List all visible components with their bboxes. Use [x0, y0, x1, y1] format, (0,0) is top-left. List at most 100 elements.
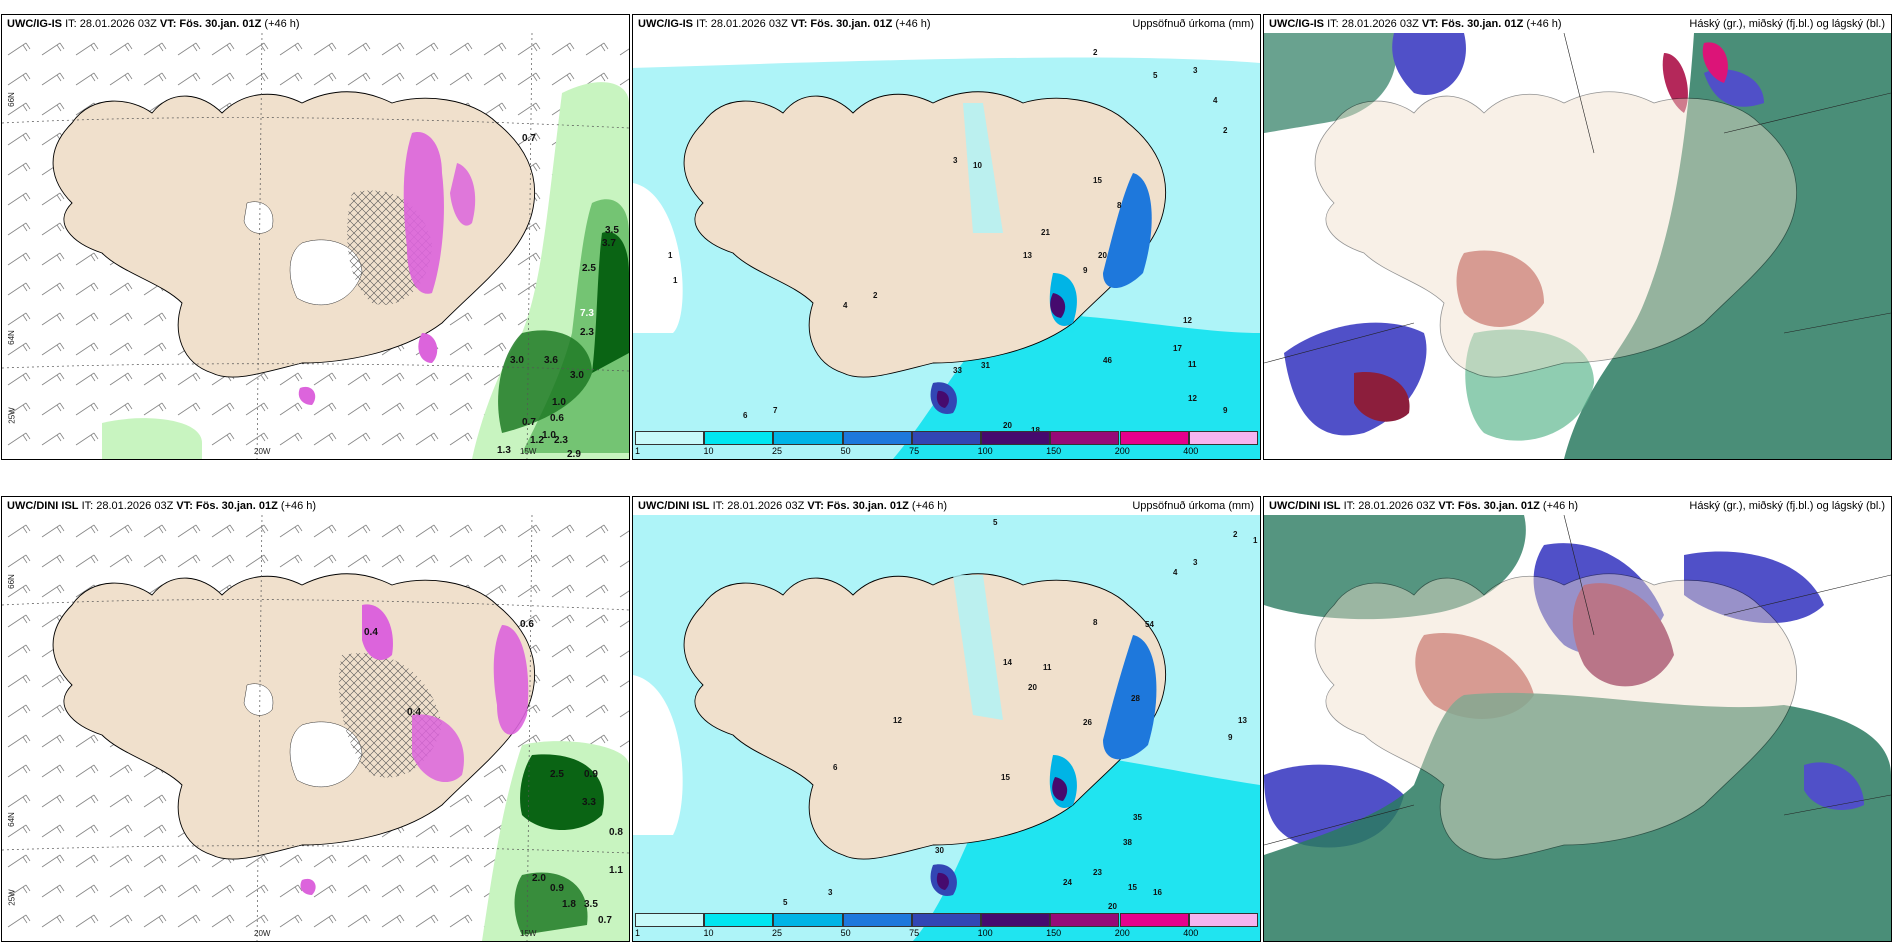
model-name: UWC/DINI ISL [7, 500, 79, 512]
lon-label: 15W [520, 447, 537, 456]
wind-map: 0.7 3.5 3.7 2.5 7.3 2.3 3.0 3.6 3.0 1.0 … [2, 33, 629, 459]
precip-value: 12 [1183, 316, 1192, 325]
precip-value: 20 [1108, 902, 1117, 911]
panel-wind-ig: UWC/IG-IS IT: 28.01.2026 03Z VT: Fös. 30… [1, 14, 630, 460]
wind-map-svg: 0.6 0.4 0.4 2.5 0.9 3.3 0.8 1.1 2.0 0.9 … [2, 515, 629, 941]
precip-value: 5 [1153, 71, 1158, 80]
colorbar-swatch [981, 913, 1051, 927]
precip-map-svg: 5 2 1 3 4 8 14 11 20 26 28 54 12 15 35 3… [633, 515, 1260, 941]
colorbar-tick: 10 [703, 446, 714, 456]
precip-value: 28 [1131, 694, 1140, 703]
lead-time: (+46 h) [1526, 18, 1562, 30]
colorbar-tick: 75 [909, 928, 920, 938]
lon-label: 15W [520, 929, 537, 938]
colorbar-swatch [635, 431, 705, 445]
precip-value: 35 [1133, 813, 1142, 822]
colorbar-swatch [1119, 431, 1189, 445]
colorbar-tick: 75 [909, 446, 920, 456]
precip-value: 8 [1117, 201, 1122, 210]
precip-value: 3 [1193, 66, 1198, 75]
precip-value: 14 [1003, 658, 1012, 667]
precip-map: 5 2 1 3 4 8 14 11 20 26 28 54 12 15 35 3… [633, 515, 1260, 941]
colorbar-swatch [704, 913, 774, 927]
wind-value: 3.6 [544, 355, 558, 366]
lat-label: 66N [6, 574, 16, 589]
colorbar-tick: 400 [1183, 446, 1199, 456]
precip-value: 1 [673, 276, 678, 285]
wind-value: 2.5 [550, 769, 564, 780]
init-time: IT: 28.01.2026 03Z [696, 18, 788, 30]
panel-header: UWC/IG-IS IT: 28.01.2026 03Z VT: Fös. 30… [2, 15, 629, 33]
wind-value: 0.6 [550, 413, 564, 424]
precip-value: 11 [1188, 360, 1197, 369]
panel-title: Háský (gr.), miðský (fj.bl.) og lágský (… [1689, 18, 1885, 30]
colorbar-swatch [1050, 913, 1120, 927]
precip-value: 2 [1233, 530, 1238, 539]
colorbar-tick: 200 [1114, 928, 1130, 938]
lat-label: 25W [7, 889, 17, 906]
precip-value: 3 [953, 156, 958, 165]
lead-time: (+46 h) [1542, 500, 1579, 512]
precip-value: 15 [1128, 883, 1137, 892]
colorbar-tick: 400 [1183, 928, 1199, 938]
cloud-map-svg [1264, 33, 1891, 459]
colorbar-swatch [635, 913, 705, 927]
precip-value: 1 [668, 251, 673, 260]
precip-value: 8 [1093, 618, 1098, 627]
wind-value: 2.9 [567, 449, 581, 459]
colorbar-swatch [911, 913, 982, 927]
lead-time: (+46 h) [264, 18, 300, 30]
colorbar-swatch [704, 431, 774, 445]
precip-value: 5 [783, 898, 788, 907]
colorbar-tick: 1 [635, 928, 641, 938]
wind-map-svg: 0.7 3.5 3.7 2.5 7.3 2.3 3.0 3.6 3.0 1.0 … [2, 33, 629, 459]
init-time: IT: 28.01.2026 03Z [712, 500, 805, 512]
wind-value: 2.3 [580, 327, 594, 338]
wind-value: 1.3 [497, 445, 511, 456]
precip-value: 30 [935, 846, 944, 855]
precip-value: 1 [1253, 536, 1258, 545]
precip-value: 9 [1228, 733, 1233, 742]
colorbar-swatch [842, 913, 912, 927]
colorbar-tick: 150 [1046, 928, 1062, 938]
cloud-map [1264, 33, 1891, 459]
wind-value: 0.9 [550, 883, 564, 894]
precip-map: 2 5 3 4 2 1 3 10 8 12 21 9 20 13 17 11 4… [633, 33, 1260, 459]
panel-header: UWC/DINI ISL IT: 28.01.2026 03Z VT: Fös.… [1264, 497, 1891, 515]
precip-value: 12 [1188, 394, 1197, 403]
lead-time: (+46 h) [280, 500, 317, 512]
lat-label: 64N [6, 812, 16, 827]
wind-value: 7.3 [580, 308, 594, 319]
init-time: IT: 28.01.2026 03Z [81, 500, 174, 512]
lon-label: 20W [254, 929, 271, 938]
wind-value: 3.0 [570, 370, 584, 381]
colorbar-swatch [842, 431, 912, 445]
precip-value: 4 [1213, 96, 1218, 105]
precip-value: 7 [773, 406, 778, 415]
wind-value: 0.7 [522, 133, 536, 144]
colorbar-tick: 25 [772, 446, 783, 456]
lat-label: 66N [6, 92, 16, 107]
precip-value: 6 [833, 763, 838, 772]
model-name: UWC/DINI ISL [1269, 500, 1341, 512]
precip-value: 2 [873, 291, 878, 300]
precip-value: 23 [1093, 868, 1102, 877]
precip-value: 54 [1145, 620, 1154, 629]
wind-value: 0.7 [598, 915, 612, 926]
wind-value: 1.8 [562, 899, 576, 910]
colorbar-tick: 200 [1114, 446, 1130, 456]
precip-value: 20 [1028, 683, 1037, 692]
valid-time: VT: Fös. 30.jan. 01Z [159, 18, 262, 30]
panel-header: UWC/IG-IS IT: 28.01.2026 03Z VT: Fös. 30… [633, 15, 1260, 33]
init-time: IT: 28.01.2026 03Z [65, 18, 157, 30]
colorbar-tick: 50 [840, 928, 851, 938]
precip-value: 15 [1001, 773, 1010, 782]
panel-wind-dini: UWC/DINI ISL IT: 28.01.2026 03Z VT: Fös.… [1, 496, 630, 942]
precip-value: 2 [1223, 126, 1228, 135]
precip-value: 6 [743, 411, 748, 420]
wind-value: 2.5 [582, 263, 596, 274]
wind-value: 1.2 [530, 435, 544, 446]
precip-value: 26 [1083, 718, 1092, 727]
precip-value: 4 [1173, 568, 1178, 577]
lead-time: (+46 h) [911, 500, 948, 512]
